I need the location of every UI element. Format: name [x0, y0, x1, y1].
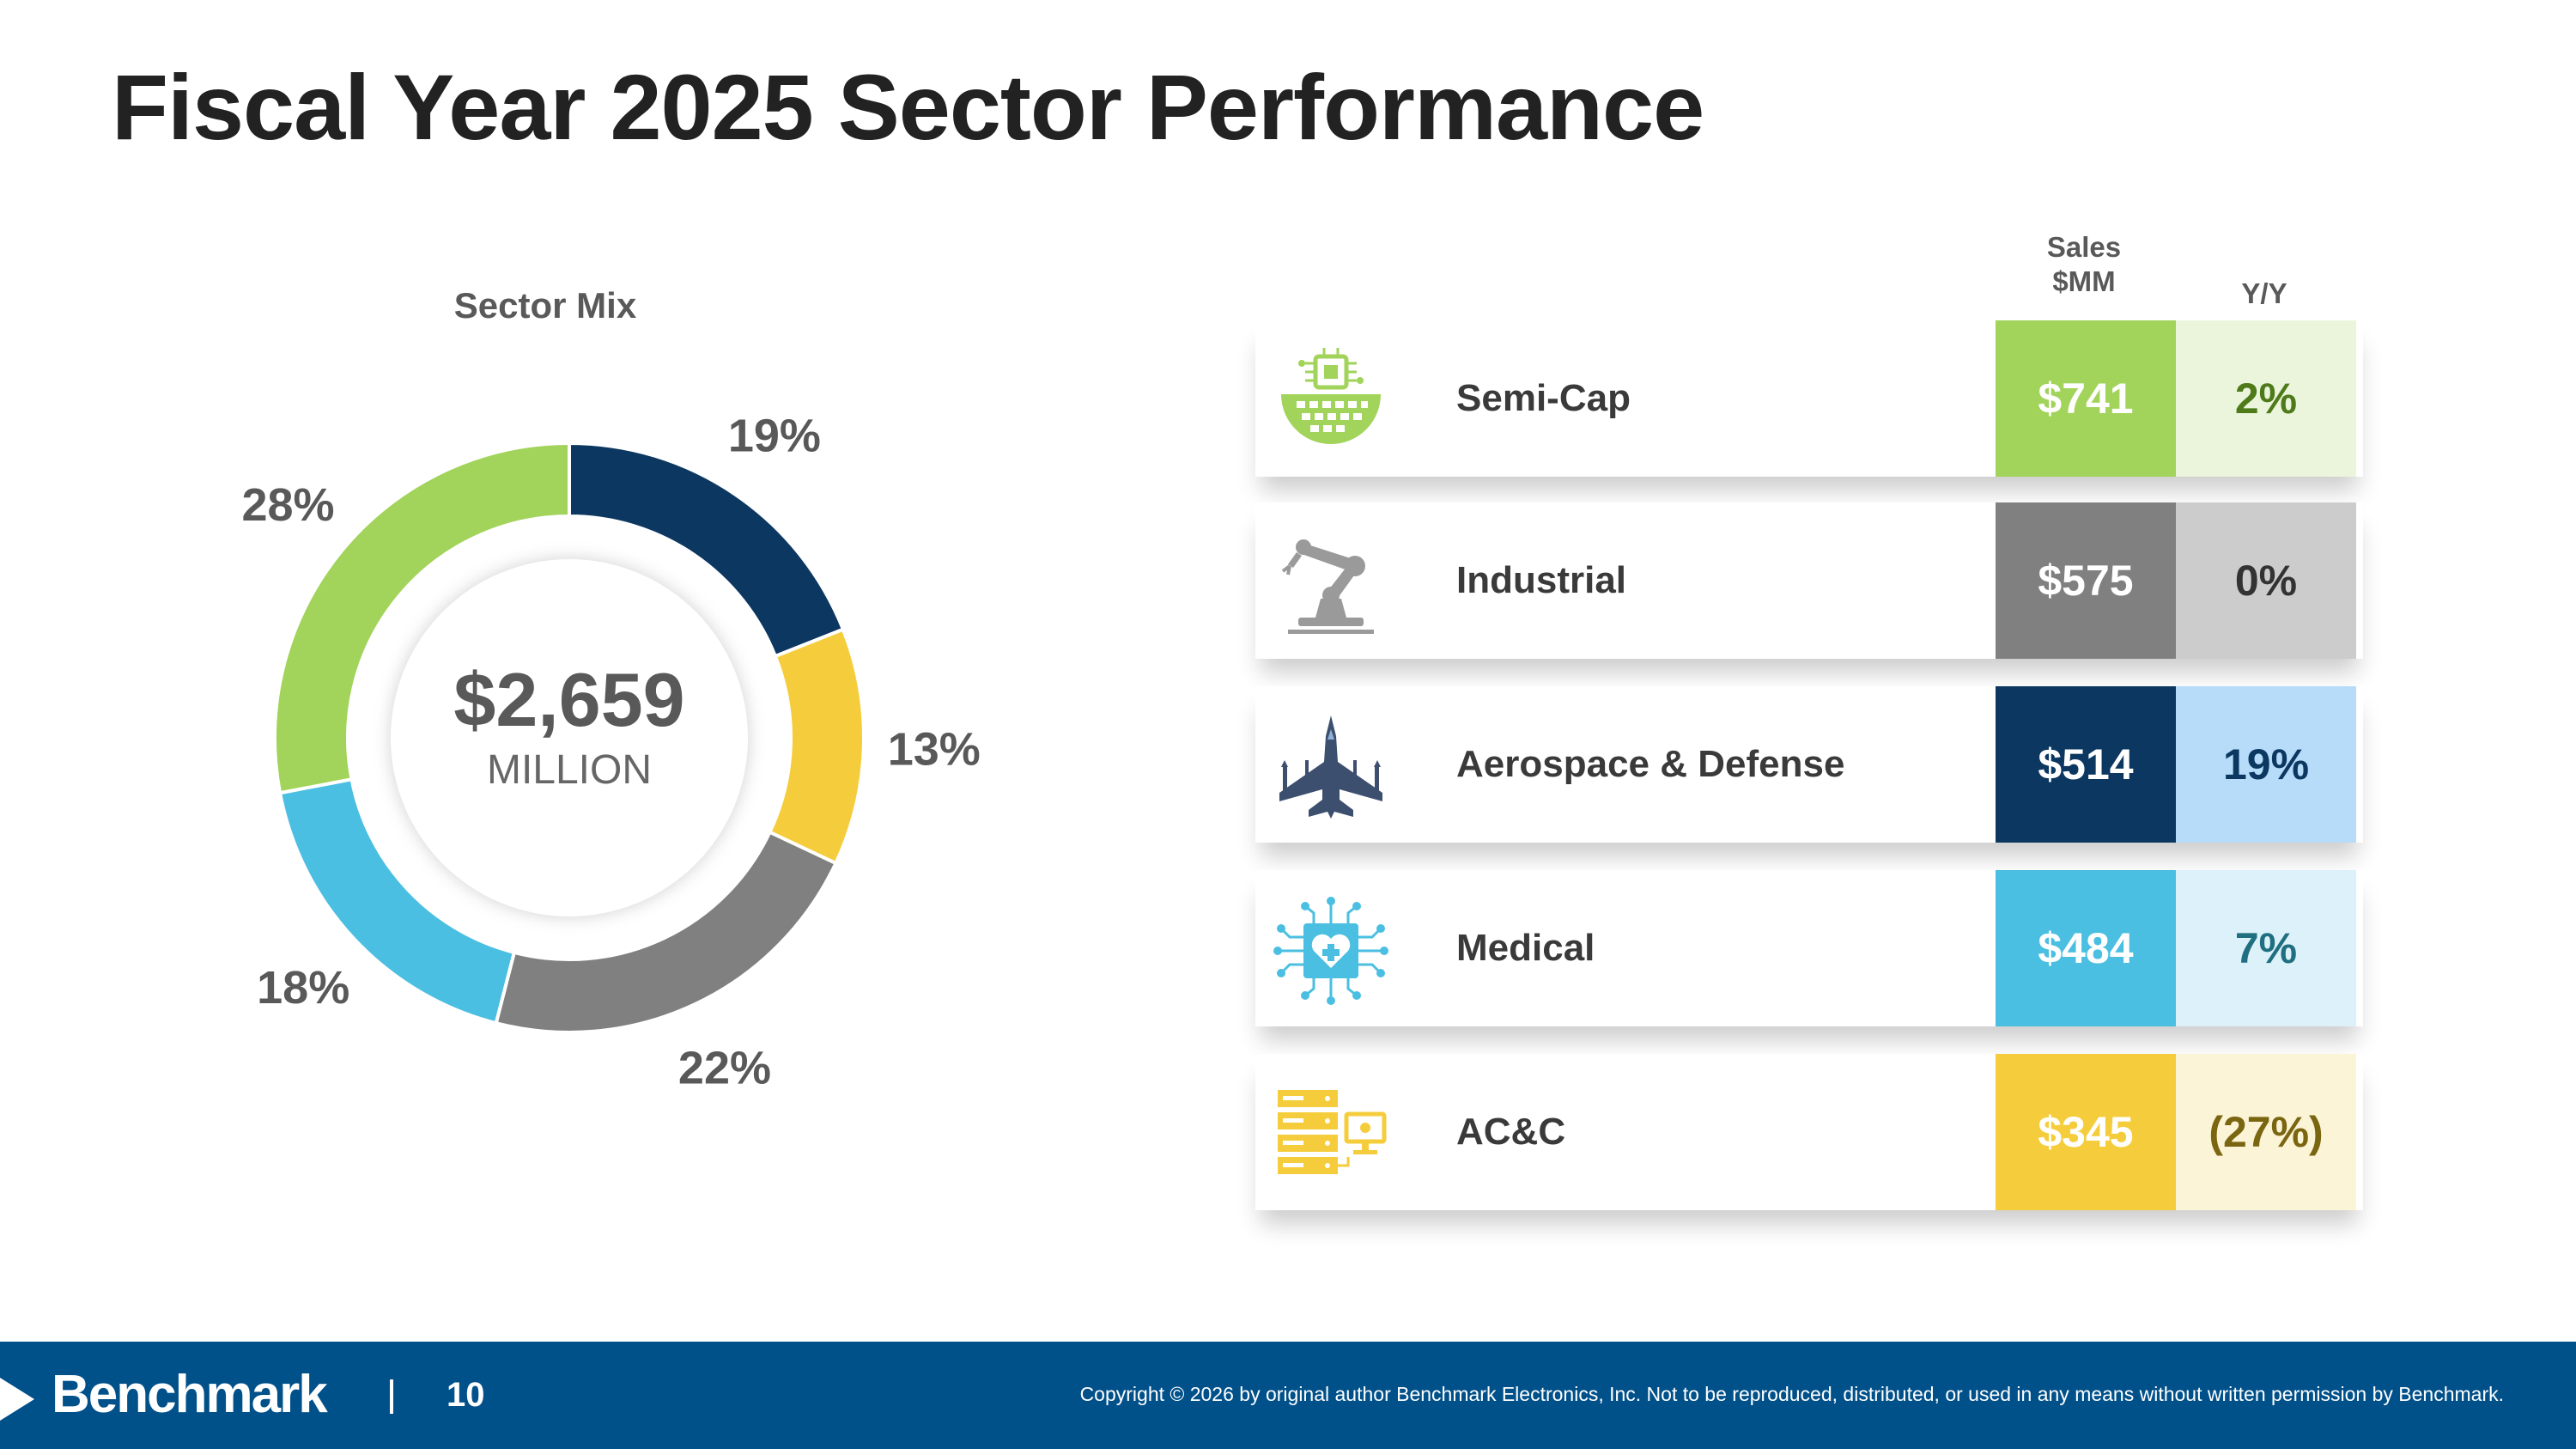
sector-row-semi-cap: Semi-Cap $741 2% [1255, 320, 2363, 477]
sector-mix-donut-chart: $2,659 MILLION 28% 19% 13% 22% 18% [241, 410, 981, 1094]
sector-sales-value: $575 [1996, 502, 2176, 659]
copyright-notice: Copyright © 2026 by original author Benc… [1079, 1383, 2504, 1405]
sector-name: Aerospace & Defense [1456, 743, 1845, 785]
page-number: 10 [447, 1376, 485, 1414]
donut-label-industrial: 22% [678, 1043, 771, 1094]
sector-yoy-value: 2% [2176, 320, 2356, 477]
sector-row-industrial: Industrial $575 0% [1255, 502, 2363, 659]
sector-row-medical: Medical $484 7% [1255, 870, 2363, 1026]
sector-yoy-value: 0% [2176, 502, 2356, 659]
fighter-jet-icon [1279, 715, 1382, 819]
donut-slice-medical [277, 777, 517, 1026]
donut-label-semi-cap: 28% [241, 479, 334, 531]
donut-center-total: $2,659 [453, 657, 684, 742]
donut-slice-semi-cap [273, 441, 571, 795]
donut-label-ac-c: 13% [888, 723, 981, 775]
sales-header-line-2: $MM [2052, 265, 2116, 297]
sector-yoy-value: 19% [2176, 686, 2356, 843]
sector-row-acc: AC&C $345 (27%) [1255, 1054, 2363, 1210]
medical-chip-icon [1273, 897, 1388, 1005]
sector-name: Medical [1456, 927, 1595, 969]
page-title: Fiscal Year 2025 Sector Performance [112, 55, 1704, 159]
yoy-column-header: Y/Y [2241, 277, 2287, 309]
sector-name: Industrial [1456, 559, 1627, 601]
chart-title: Sector Mix [453, 285, 637, 326]
sector-row-aerospace-defense: Aerospace & Defense $514 19% [1255, 686, 2363, 843]
footer-bar: Benchmark 10 Copyright © 2026 by origina… [0, 1342, 2576, 1449]
footer-divider [390, 1379, 393, 1414]
sales-column-header: Sales $MM [1994, 230, 2174, 299]
donut-center-unit: MILLION [487, 747, 652, 793]
sector-yoy-value: (27%) [2176, 1054, 2356, 1210]
sector-name: Semi-Cap [1456, 377, 1631, 419]
donut-label-aerospace-defense: 19% [728, 410, 821, 461]
sales-header-line-1: Sales [2046, 231, 2122, 263]
donut-center-circle [391, 559, 748, 916]
sector-sales-value: $741 [1996, 320, 2176, 477]
logo-chevron-icon [0, 1378, 34, 1421]
chip-globe-icon [1281, 348, 1381, 444]
sector-sales-value: $514 [1996, 686, 2176, 843]
sector-yoy-value: 7% [2176, 870, 2356, 1026]
donut-label-medical: 18% [257, 962, 349, 1014]
server-monitor-icon [1278, 1090, 1387, 1174]
robot-arm-icon [1281, 539, 1374, 634]
sector-sales-value: $484 [1996, 870, 2176, 1026]
sector-sales-value: $345 [1996, 1054, 2176, 1210]
donut-slice-ac-c [767, 627, 866, 866]
sector-name: AC&C [1456, 1111, 1566, 1153]
benchmark-logo: Benchmark [52, 1365, 328, 1424]
